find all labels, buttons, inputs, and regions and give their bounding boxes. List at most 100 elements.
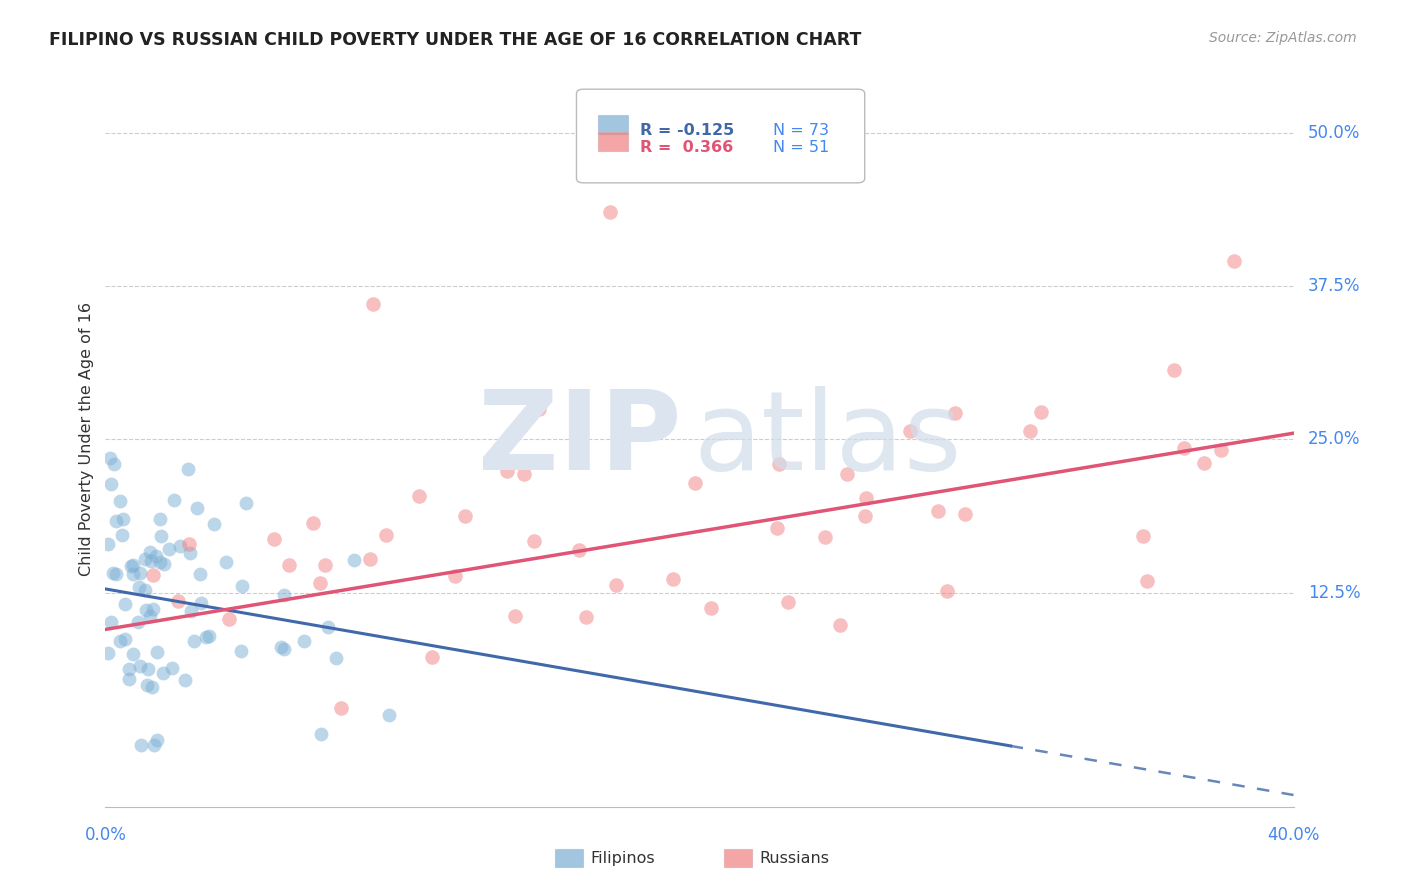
Text: 25.0%: 25.0% bbox=[1308, 430, 1360, 449]
Point bbox=[316, 619, 339, 633]
Point bbox=[1163, 362, 1185, 376]
Point bbox=[162, 492, 184, 507]
Point bbox=[605, 578, 627, 592]
Point bbox=[142, 568, 165, 582]
Point bbox=[105, 567, 128, 582]
Point bbox=[235, 496, 257, 510]
Point bbox=[1019, 424, 1042, 438]
Point bbox=[139, 545, 162, 559]
Text: 40.0%: 40.0% bbox=[1267, 826, 1320, 844]
Point bbox=[837, 467, 859, 482]
Point bbox=[263, 533, 285, 547]
Point bbox=[128, 580, 150, 594]
Point bbox=[149, 529, 172, 543]
Point bbox=[190, 596, 212, 610]
Point bbox=[97, 537, 120, 551]
Point bbox=[134, 582, 156, 597]
Point bbox=[776, 595, 799, 609]
Point bbox=[153, 558, 176, 572]
Point bbox=[309, 727, 332, 741]
Text: Filipinos: Filipinos bbox=[591, 851, 655, 865]
Point bbox=[273, 642, 295, 657]
Point bbox=[1173, 441, 1195, 455]
Point bbox=[100, 476, 122, 491]
Point bbox=[135, 603, 157, 617]
Point bbox=[112, 512, 135, 526]
Point bbox=[136, 662, 159, 676]
Point bbox=[568, 543, 591, 558]
Point bbox=[135, 678, 157, 692]
Text: Russians: Russians bbox=[759, 851, 830, 865]
Point bbox=[935, 583, 957, 598]
Text: R =  0.366: R = 0.366 bbox=[640, 140, 733, 155]
Point bbox=[111, 528, 134, 542]
Point bbox=[301, 516, 323, 530]
Point bbox=[121, 647, 143, 661]
Point bbox=[114, 632, 136, 646]
Point bbox=[378, 707, 401, 722]
Point bbox=[270, 640, 292, 654]
Point bbox=[166, 594, 188, 608]
Point bbox=[134, 552, 156, 566]
Point bbox=[1132, 529, 1154, 543]
Point bbox=[314, 558, 336, 572]
Point bbox=[1223, 254, 1246, 268]
Point bbox=[118, 663, 141, 677]
Point bbox=[179, 546, 201, 560]
Point bbox=[174, 673, 197, 687]
Point bbox=[141, 680, 163, 694]
Y-axis label: Child Poverty Under the Age of 16: Child Poverty Under the Age of 16 bbox=[79, 302, 94, 576]
Point bbox=[454, 508, 477, 523]
Point bbox=[503, 608, 526, 623]
Point bbox=[97, 646, 120, 660]
Point bbox=[129, 738, 152, 752]
Point bbox=[229, 644, 252, 658]
Text: 37.5%: 37.5% bbox=[1308, 277, 1360, 295]
Point bbox=[527, 401, 550, 416]
Point bbox=[292, 633, 315, 648]
Point bbox=[160, 661, 183, 675]
Point bbox=[343, 553, 366, 567]
Point bbox=[142, 602, 165, 616]
Point bbox=[855, 491, 877, 505]
Point bbox=[325, 651, 347, 665]
Point bbox=[202, 517, 225, 532]
Point bbox=[218, 612, 240, 626]
Point bbox=[943, 406, 966, 420]
Point bbox=[180, 604, 202, 618]
Point bbox=[110, 634, 132, 648]
Point bbox=[188, 567, 211, 582]
Point bbox=[420, 650, 443, 665]
Point bbox=[149, 512, 172, 526]
Point bbox=[683, 476, 706, 491]
Text: N = 73: N = 73 bbox=[773, 123, 830, 138]
Point bbox=[374, 527, 396, 541]
Point bbox=[98, 451, 121, 466]
Point bbox=[1136, 574, 1159, 588]
Point bbox=[513, 467, 536, 481]
Point bbox=[110, 493, 132, 508]
Point bbox=[103, 457, 125, 471]
Point bbox=[575, 609, 598, 624]
Point bbox=[927, 504, 949, 518]
Point bbox=[599, 205, 621, 219]
Point bbox=[145, 549, 167, 563]
Point bbox=[231, 579, 253, 593]
Point bbox=[157, 541, 180, 556]
Text: 0.0%: 0.0% bbox=[84, 826, 127, 844]
Point bbox=[853, 508, 876, 523]
Point bbox=[359, 552, 381, 566]
Point bbox=[152, 665, 174, 680]
Text: ZIP: ZIP bbox=[478, 386, 682, 492]
Point bbox=[104, 514, 127, 528]
Point bbox=[146, 733, 169, 747]
Point bbox=[194, 630, 217, 644]
Point bbox=[699, 600, 721, 615]
Text: R = -0.125: R = -0.125 bbox=[640, 123, 734, 138]
Point bbox=[814, 530, 837, 544]
Point bbox=[186, 501, 208, 516]
Point bbox=[309, 576, 332, 591]
Point bbox=[100, 615, 122, 629]
Point bbox=[277, 558, 299, 573]
Point bbox=[118, 672, 141, 686]
